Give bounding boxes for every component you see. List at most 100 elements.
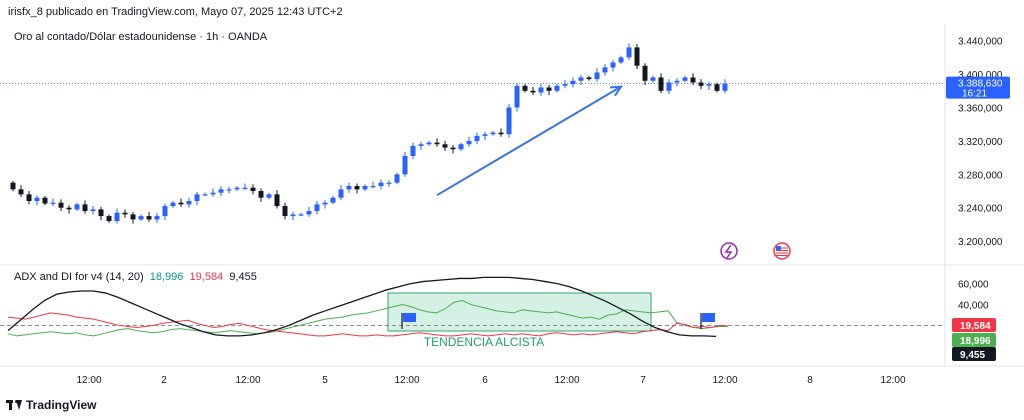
candle-body	[562, 84, 568, 86]
candle-body	[146, 216, 152, 220]
candle-body	[434, 142, 440, 145]
di-minus-value: 19,584	[189, 271, 224, 283]
price-tick-label: 3.440,000	[958, 37, 1003, 48]
candle-body	[538, 87, 544, 93]
candle-body	[202, 194, 208, 196]
candle-body	[282, 206, 288, 217]
time-tick-label: 5	[322, 375, 328, 386]
indicator-name: ADX and DI for v4 (14, 20)	[14, 271, 144, 283]
di-plus-badge-bg	[952, 333, 996, 347]
candle-body	[466, 140, 472, 145]
candle-body	[418, 144, 424, 146]
price-tick-label: 3.360,000	[958, 104, 1003, 115]
di-plus-line	[7, 299, 728, 337]
time-tick-label: 12:00	[76, 375, 101, 386]
time-tick-label: 2	[161, 375, 167, 386]
us-event-icon[interactable]	[773, 242, 791, 260]
candle-body	[570, 80, 576, 85]
candle-body	[546, 87, 552, 91]
candle-body	[482, 134, 488, 136]
di-plus-value: 18,996	[149, 271, 184, 283]
candle-body	[234, 187, 240, 190]
indicator-tick-label: 60,000	[958, 280, 989, 291]
candle-body	[162, 206, 168, 217]
candle-body	[34, 197, 40, 202]
candle-body	[74, 204, 80, 210]
signal-flag-icon	[401, 313, 416, 329]
time-tick-label: 6	[482, 375, 488, 386]
di-plus-badge: 18,996	[960, 336, 991, 347]
time-tick-label: 12:00	[880, 375, 905, 386]
candle-body	[250, 187, 256, 192]
candle-body	[442, 144, 448, 148]
candle-body	[490, 132, 496, 135]
candle-body	[362, 186, 368, 190]
candle-body	[18, 189, 24, 195]
candle-body	[626, 47, 632, 58]
time-tick-label: 8	[807, 375, 813, 386]
candle-body	[338, 189, 344, 198]
candle-body	[10, 182, 16, 190]
candle-body	[42, 197, 48, 204]
candle-body	[610, 62, 616, 68]
price-tick-label: 3.320,000	[958, 137, 1003, 148]
di-minus-line	[7, 312, 729, 337]
candle-body	[130, 214, 136, 220]
time-tick-label: 12:00	[235, 375, 260, 386]
candle-body	[554, 85, 560, 91]
candle-body	[242, 187, 248, 189]
time-tick-label: 12:00	[554, 375, 579, 386]
indicator-tick-label: 40,000	[958, 301, 989, 312]
price-tick-label: 3.280,000	[958, 170, 1003, 181]
candle-body	[186, 201, 192, 205]
current-price-label: 3.388,630	[958, 79, 1003, 90]
candle-body	[530, 90, 536, 93]
candle-body	[634, 47, 640, 66]
candle-body	[714, 84, 720, 91]
candle-body	[306, 211, 312, 215]
candles	[10, 43, 728, 224]
di-minus-badge: 19,584	[960, 321, 991, 332]
candle-body	[690, 77, 696, 83]
candle-body	[586, 77, 592, 80]
annotation-text: TENDENCIA ALCISTA	[424, 335, 544, 349]
countdown-label: 16:21	[962, 89, 987, 100]
candle-body	[642, 65, 648, 81]
economic-event-icon[interactable]	[720, 242, 738, 260]
candle-body	[594, 72, 600, 80]
tradingview-brand: TradingView	[26, 398, 97, 412]
candle-body	[274, 194, 280, 207]
candle-body	[370, 186, 376, 188]
candle-body	[106, 216, 112, 222]
candle-body	[386, 182, 392, 184]
candle-body	[474, 135, 480, 141]
candle-body	[602, 67, 608, 73]
candle-body	[354, 186, 360, 190]
candle-body	[266, 194, 272, 198]
candle-body	[658, 77, 664, 91]
trend-arrow-head	[609, 85, 623, 97]
candle-body	[682, 77, 688, 81]
candle-body	[114, 212, 120, 222]
bolt-glyph	[724, 244, 733, 259]
candle-body	[346, 186, 352, 190]
flag-body	[403, 313, 416, 322]
candle-body	[650, 77, 656, 81]
candle-body	[82, 204, 88, 212]
tradingview-logo[interactable]: TradingView	[6, 398, 96, 412]
candle-body	[210, 192, 216, 195]
candle-body	[426, 142, 432, 145]
candle-body	[290, 214, 296, 217]
candle-body	[578, 77, 584, 81]
adx-badge: 9,455	[960, 350, 985, 361]
trend-arrow-line	[436, 85, 622, 197]
candle-body	[330, 197, 336, 203]
adx-badge-bg	[952, 347, 996, 361]
candle-body	[514, 85, 520, 108]
candle-body	[66, 207, 72, 210]
candle-body	[170, 202, 176, 207]
candle-body	[58, 202, 64, 208]
candle-body	[138, 216, 144, 220]
price-tick-label: 3.200,000	[958, 237, 1003, 248]
